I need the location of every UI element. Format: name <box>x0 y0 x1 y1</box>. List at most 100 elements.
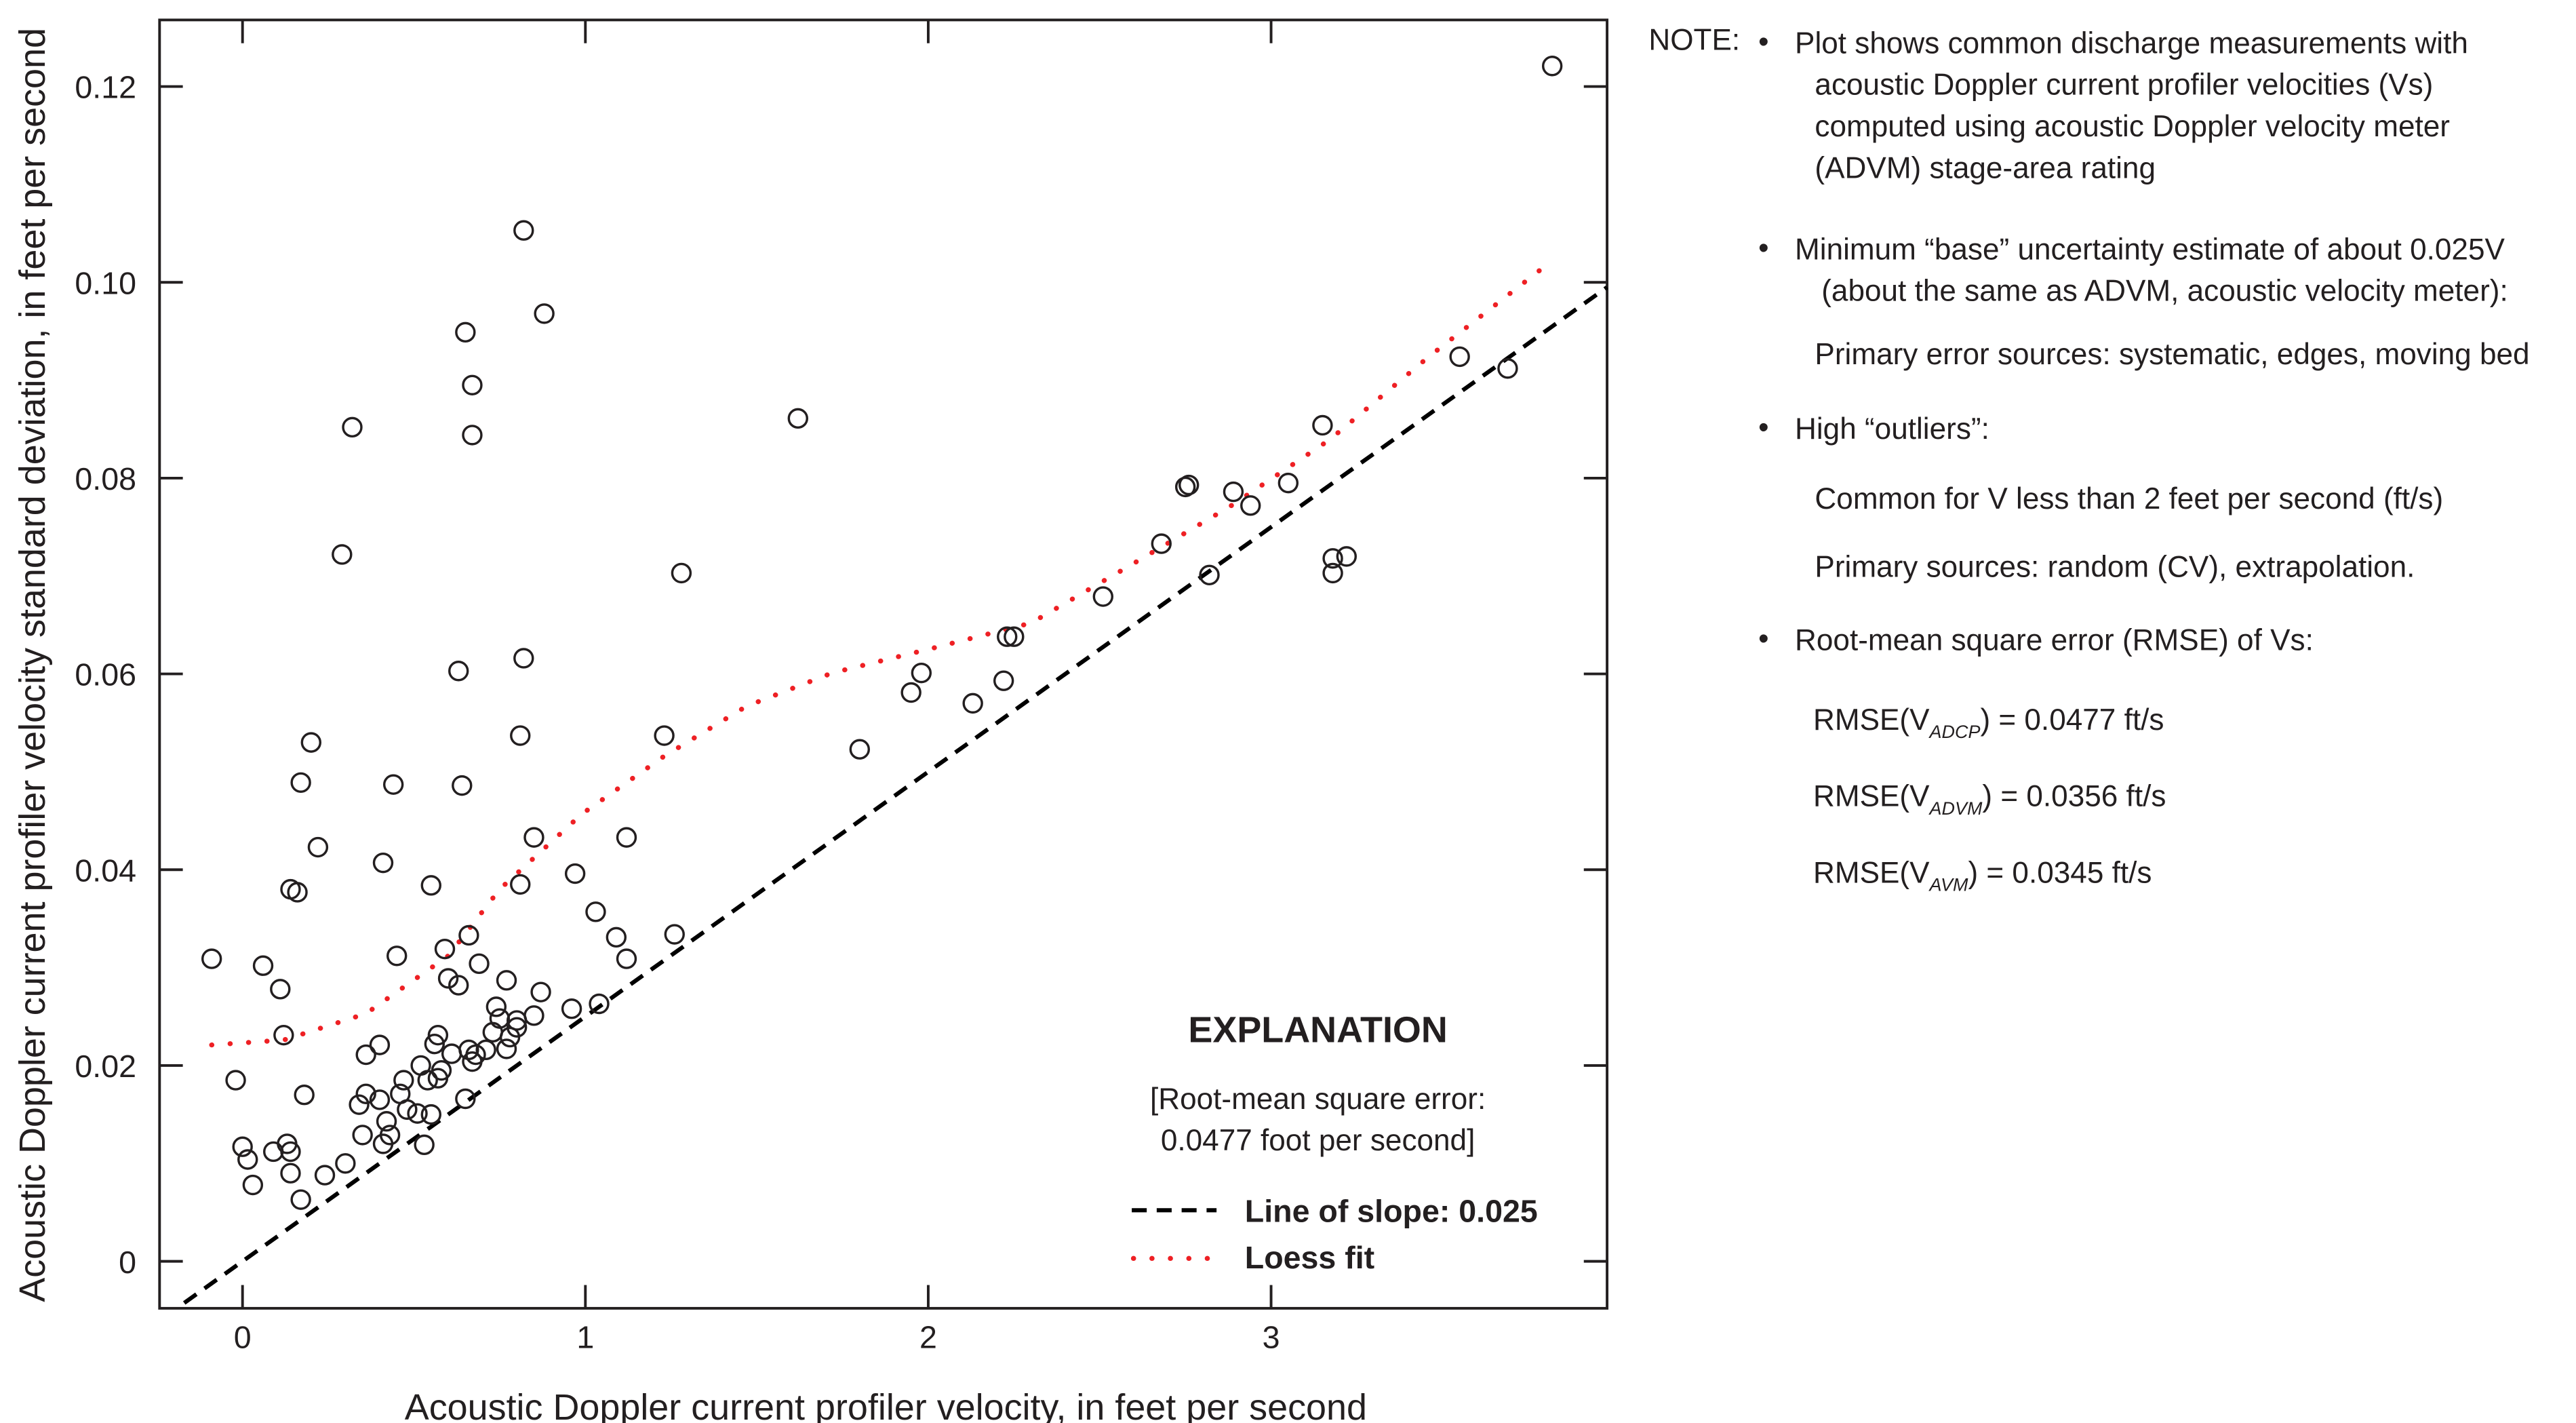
data-point <box>332 544 353 565</box>
data-point <box>1497 358 1518 379</box>
bullet: • <box>1758 231 1768 265</box>
data-point <box>1223 481 1244 503</box>
data-point <box>496 1038 517 1059</box>
legend-slope-label: Line of slope: 0.025 <box>1245 1193 1538 1228</box>
data-point <box>465 1044 486 1066</box>
data-point <box>379 1125 401 1146</box>
note-3-sub-1: Common for V less than 2 feet per second… <box>1815 482 2443 515</box>
rmse-entry: RMSE(VADVM) = 0.0356 ft/s <box>1813 780 2166 819</box>
legend-note-line2: 0.0477 foot per second] <box>1161 1124 1475 1157</box>
data-point <box>417 1070 438 1091</box>
x-axis-label: Acoustic Doppler current profiler veloci… <box>405 1387 1367 1423</box>
data-point <box>355 1044 376 1066</box>
data-points <box>201 56 1563 1210</box>
note-1-line-4: (ADVM) stage-area rating <box>1815 151 2156 184</box>
data-point <box>382 774 404 795</box>
legend: EXPLANATION [Root-mean square error: 0.0… <box>1130 1010 1538 1275</box>
data-point <box>1277 472 1299 494</box>
data-point <box>1151 533 1172 554</box>
rmse-list: RMSE(VADCP) = 0.0477 ft/s RMSE(VADVM) = 0… <box>1813 703 2166 895</box>
rmse-entry: RMSE(VADCP) = 0.0477 ft/s <box>1813 703 2164 742</box>
data-point <box>452 775 473 796</box>
y-tick-label: 0.10 <box>75 265 136 300</box>
data-point <box>849 739 871 760</box>
data-point <box>448 661 469 682</box>
data-point <box>352 1125 373 1146</box>
data-point <box>561 998 582 1019</box>
data-point <box>335 1153 356 1174</box>
data-point <box>1178 474 1200 496</box>
data-point <box>314 1165 336 1186</box>
data-point <box>414 1134 435 1156</box>
data-point <box>787 408 808 429</box>
bullet: • <box>1758 622 1768 655</box>
axis-ticks: 0 1 2 3 0 0.02 0.04 0.06 0.08 0.10 0.12 <box>75 20 1608 1355</box>
data-point <box>510 725 531 746</box>
plot-frame <box>158 18 1609 1310</box>
data-point <box>469 953 490 975</box>
data-point <box>506 1017 528 1038</box>
data-point <box>962 693 983 714</box>
y-tick-label: 0.08 <box>75 461 136 496</box>
data-point <box>387 946 408 967</box>
data-point <box>458 924 479 946</box>
data-point <box>564 863 586 884</box>
data-point <box>523 827 544 848</box>
loess-fit-line <box>209 266 1545 1048</box>
rmse-entry: RMSE(VAVM) = 0.0345 ft/s <box>1813 856 2152 895</box>
data-point <box>441 1043 462 1064</box>
data-point <box>376 1111 397 1132</box>
note-3: High “outliers”: <box>1795 412 1989 446</box>
data-point <box>420 875 441 896</box>
data-point <box>290 1189 311 1210</box>
data-point <box>273 1024 294 1046</box>
y-tick-label: 0.12 <box>75 70 136 105</box>
data-point <box>1174 476 1196 498</box>
x-tick-label: 2 <box>919 1320 937 1355</box>
data-point <box>294 1085 315 1106</box>
data-point <box>462 374 483 395</box>
data-point <box>431 1059 452 1081</box>
data-point <box>1092 586 1114 607</box>
data-point <box>486 996 507 1017</box>
slope-line-path <box>182 285 1608 1305</box>
note-1-line-1: Plot shows common discharge measurements… <box>1795 26 2468 60</box>
data-point <box>1322 562 1343 584</box>
legend-loess-label: Loess fit <box>1245 1240 1374 1275</box>
data-point <box>290 772 311 793</box>
data-point <box>589 993 610 1015</box>
data-point <box>280 1141 301 1163</box>
y-axis-label: Acoustic Doppler current profiler veloci… <box>12 28 53 1302</box>
data-point <box>585 901 606 922</box>
x-tick-label: 1 <box>576 1320 594 1355</box>
x-tick-label: 3 <box>1263 1320 1280 1355</box>
data-point <box>242 1174 264 1196</box>
note-4: Root-mean square error (RMSE) of Vs: <box>1795 623 2314 657</box>
data-point <box>997 626 1018 647</box>
y-tick-label: 0 <box>119 1245 136 1280</box>
notes-panel: NOTE: • Plot shows common discharge meas… <box>1648 24 2529 895</box>
data-point <box>1322 548 1343 569</box>
data-point <box>307 836 329 858</box>
data-point <box>900 682 922 703</box>
data-point <box>349 1094 370 1115</box>
note-1-line-3: computed using acoustic Doppler velocity… <box>1815 110 2450 143</box>
y-tick-label: 0.02 <box>75 1049 136 1084</box>
data-point <box>252 955 274 976</box>
data-point <box>616 948 637 969</box>
data-point <box>225 1070 246 1091</box>
data-point <box>448 975 469 996</box>
data-point <box>1541 56 1563 77</box>
note-2-line-1: Minimum “base” uncertainty estimate of a… <box>1795 233 2505 266</box>
data-point <box>270 979 291 1000</box>
data-point <box>510 874 531 895</box>
data-point <box>993 670 1014 691</box>
data-point <box>397 1099 418 1120</box>
data-point <box>280 1163 301 1184</box>
note-label: NOTE: <box>1648 24 1740 57</box>
data-point <box>606 927 627 948</box>
data-point <box>407 1103 428 1124</box>
data-point <box>434 938 456 960</box>
data-point <box>393 1070 414 1091</box>
